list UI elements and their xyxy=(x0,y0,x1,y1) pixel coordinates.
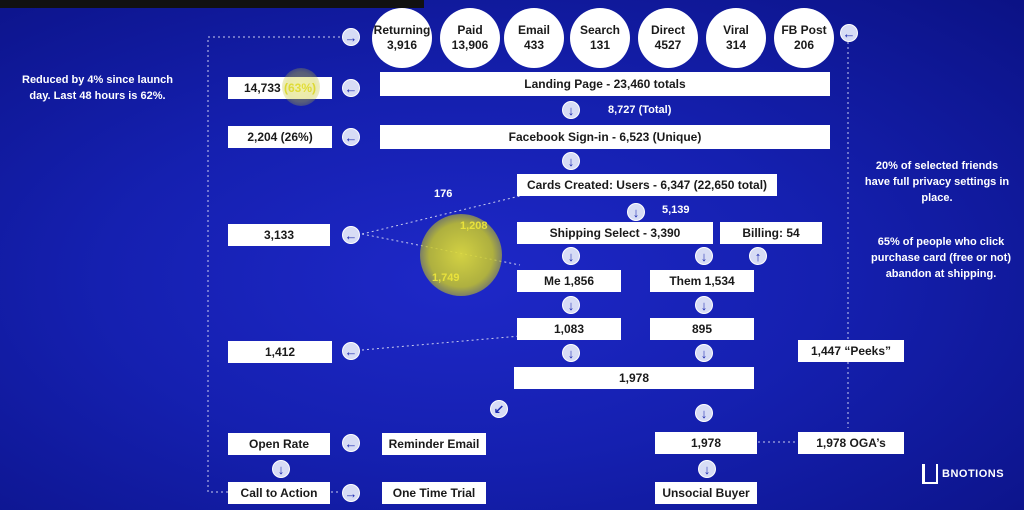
source-value: 4527 xyxy=(654,38,682,52)
arrow-left-icon: ← xyxy=(342,226,360,244)
source-arrow-left-icon: → xyxy=(342,28,360,46)
unsocial-buyer-box: Unsocial Buyer xyxy=(655,482,757,504)
source-email: Email 433 xyxy=(504,8,564,68)
highlight-circle-large xyxy=(420,214,502,296)
window-top-bar xyxy=(0,0,424,8)
glow-label-upper: 1,208 xyxy=(460,220,488,232)
one-time-trial-box: One Time Trial xyxy=(382,482,486,504)
source-direct: Direct 4527 xyxy=(638,8,698,68)
facebook-signin-box: Facebook Sign-in - 6,523 (Unique) xyxy=(380,125,830,149)
source-arrow-right-icon: ← xyxy=(840,24,858,42)
drop-1412-box: 1,412 xyxy=(228,341,332,363)
left-note: Reduced by 4% since launch day. Last 48 … xyxy=(22,74,173,102)
arrow-down-icon: ↓ xyxy=(562,247,580,265)
arrow-down-icon: ↓ xyxy=(562,152,580,170)
source-name: FB Post xyxy=(781,23,827,37)
arrow-down-left-icon: ↙ xyxy=(490,400,508,418)
source-value: 206 xyxy=(793,38,815,52)
source-returning: Returning 3,916 xyxy=(372,8,432,68)
arrow-up-icon: ↑ xyxy=(749,247,767,265)
billing-box: Billing: 54 xyxy=(720,222,822,244)
arrow-left-icon: ← xyxy=(342,128,360,146)
arrow-down-icon: ↓ xyxy=(562,101,580,119)
right-note-abandon: 65% of people who click purchase card (f… xyxy=(871,236,1011,280)
source-name: Direct xyxy=(650,23,685,37)
glow-label-lower: 1,749 xyxy=(432,272,460,284)
arrow-left-icon: ← xyxy=(342,434,360,452)
them-box: Them 1,534 xyxy=(650,270,754,292)
highlight-circle-small xyxy=(282,68,320,106)
source-name: Paid xyxy=(457,23,483,37)
right-note-privacy: 20% of selected friends have full privac… xyxy=(864,160,1010,204)
landing-page-box: Landing Page - 23,460 totals xyxy=(380,72,830,96)
brand-mark-icon xyxy=(922,464,938,484)
source-value: 13,906 xyxy=(451,38,489,52)
arrow-down-icon: ↓ xyxy=(695,344,713,362)
arrow-down-icon: ↓ xyxy=(695,404,713,422)
me-next-box: 1,083 xyxy=(517,318,621,340)
arrow-down-icon: ↓ xyxy=(272,460,290,478)
arrow-down-icon: ↓ xyxy=(698,460,716,478)
peeks-box: 1,447 “Peeks” xyxy=(798,340,904,362)
call-to-action-box: Call to Action xyxy=(228,482,330,504)
landing-drop-box: 14,733 (63%) xyxy=(228,77,332,99)
shipping-select-box: Shipping Select - 3,390 xyxy=(517,222,713,244)
arrow-down-icon: ↓ xyxy=(695,296,713,314)
source-value: 433 xyxy=(523,38,545,52)
shipping-drop-box: 3,133 xyxy=(228,224,330,246)
them-next-box: 895 xyxy=(650,318,754,340)
source-value: 131 xyxy=(589,38,611,52)
brand-text: BNOTIONS xyxy=(942,468,1005,480)
open-rate-box: Open Rate xyxy=(228,433,330,455)
brand-logo: BNOTIONS xyxy=(922,464,1004,484)
source-name: Search xyxy=(579,23,621,37)
label-5139: 5,139 xyxy=(662,204,690,216)
cards-created-box: Cards Created: Users - 6,347 (22,650 tot… xyxy=(517,174,777,196)
me-box: Me 1,856 xyxy=(517,270,621,292)
landing-drop-pct: (63%) xyxy=(284,81,317,95)
arrow-right-icon: → xyxy=(342,484,360,502)
source-name: Viral xyxy=(723,23,749,37)
arrow-down-icon: ↓ xyxy=(562,296,580,314)
source-value: 3,916 xyxy=(386,38,418,52)
reminder-email-box: Reminder Email xyxy=(382,433,486,455)
arrow-down-icon: ↓ xyxy=(627,203,645,221)
arrow-down-icon: ↓ xyxy=(562,344,580,362)
landing-drop-value: 14,733 xyxy=(243,81,281,95)
merged-box: 1,978 xyxy=(514,367,754,389)
arrow-left-icon: ← xyxy=(342,342,360,360)
source-viral: Viral 314 xyxy=(706,8,766,68)
source-search: Search 131 xyxy=(570,8,630,68)
source-name: Email xyxy=(517,23,550,37)
oga-box: 1,978 OGA’s xyxy=(798,432,904,454)
source-name: Returning xyxy=(373,23,431,37)
label-176: 176 xyxy=(434,188,453,200)
final-count-box: 1,978 xyxy=(655,432,757,454)
signin-drop-box: 2,204 (26%) xyxy=(228,126,332,148)
source-paid: Paid 13,906 xyxy=(440,8,500,68)
arrow-left-icon: ← xyxy=(342,79,360,97)
total-after-landing: 8,727 (Total) xyxy=(608,104,672,116)
source-fb-post: FB Post 206 xyxy=(774,8,834,68)
arrow-down-icon: ↓ xyxy=(695,247,713,265)
source-value: 314 xyxy=(725,38,747,52)
